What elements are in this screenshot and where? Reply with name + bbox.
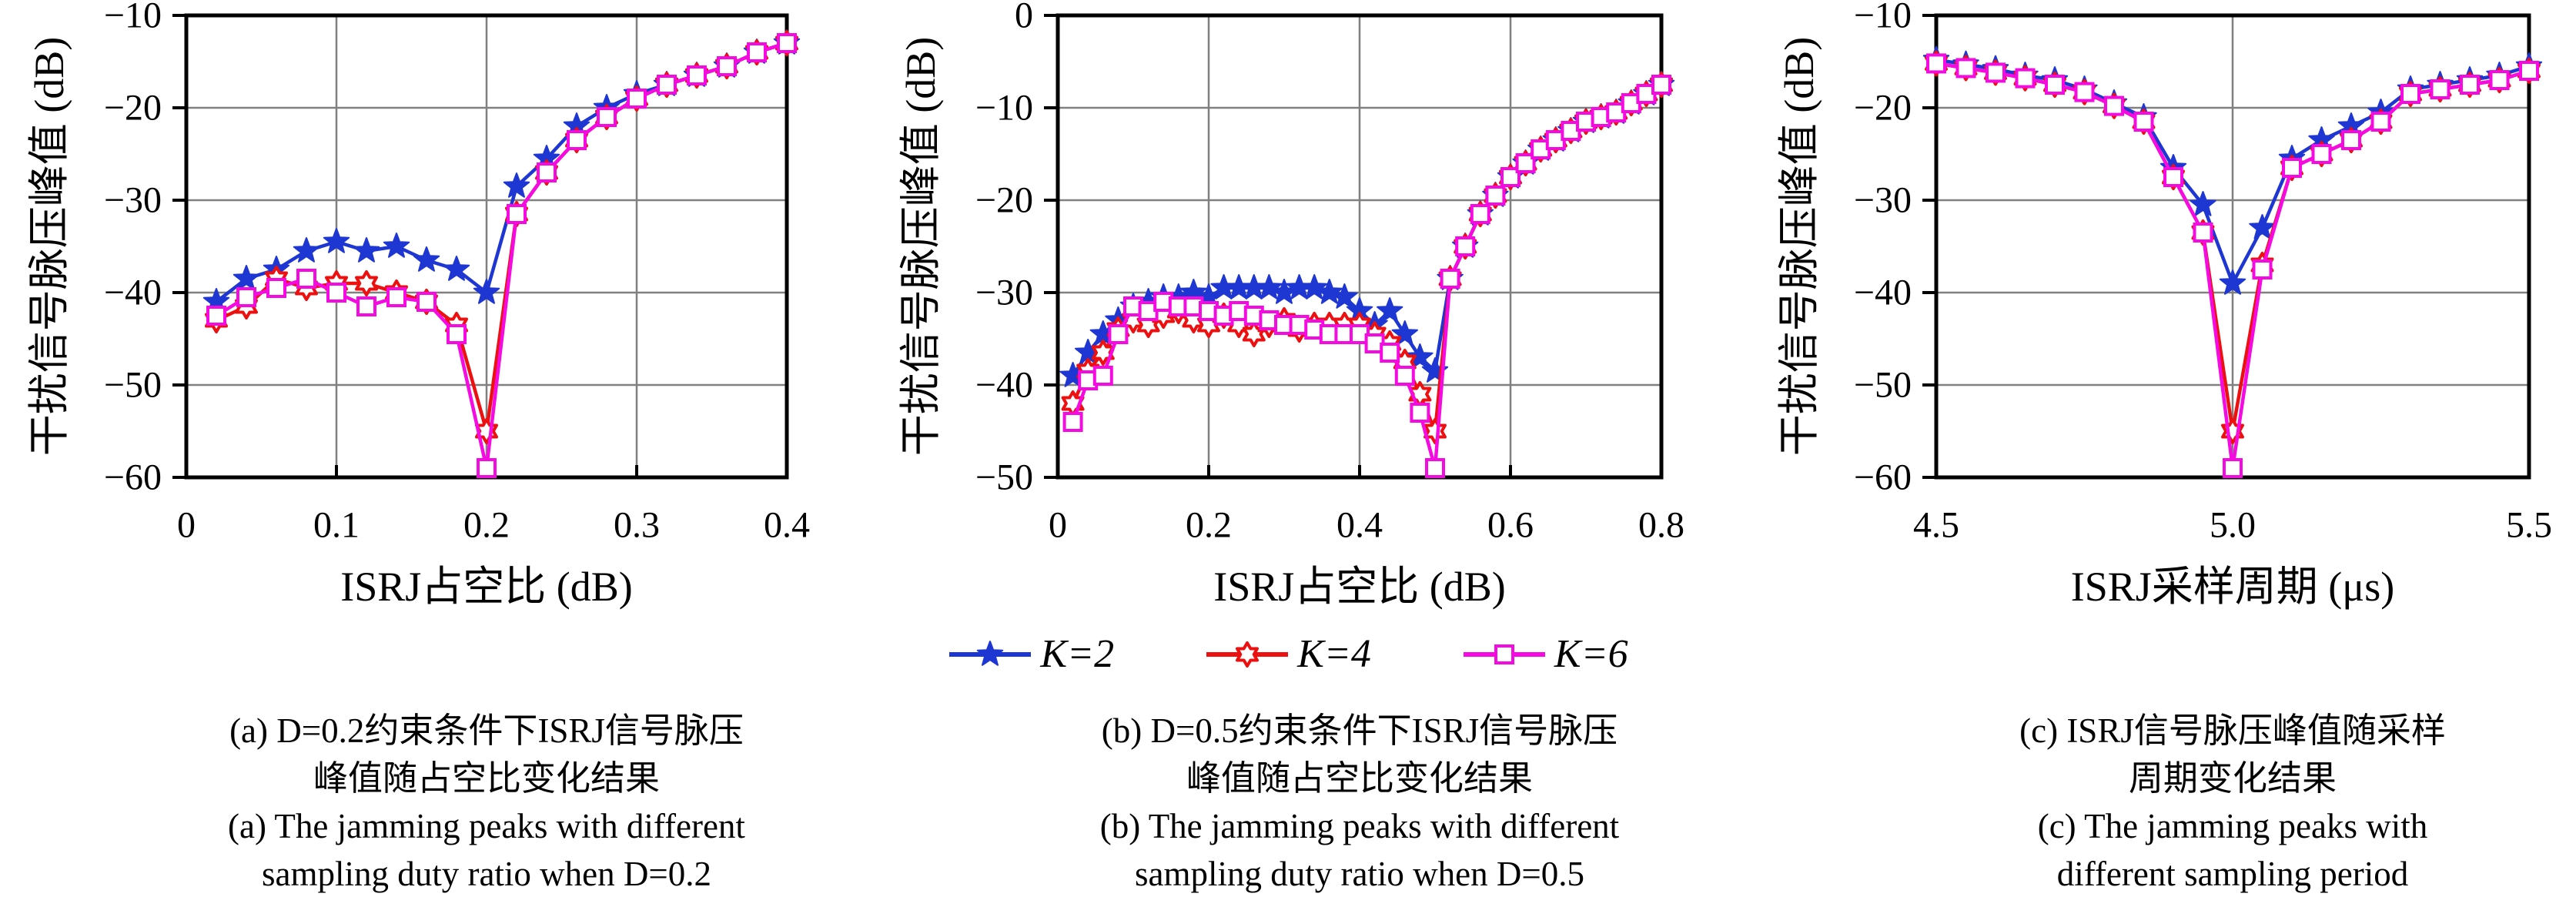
- caption-line: different sampling period: [2056, 855, 2409, 893]
- legend: K=2 K=4 K=6: [0, 634, 2576, 674]
- svg-text:0: 0: [177, 505, 196, 546]
- svg-text:−30: −30: [1854, 180, 1912, 221]
- svg-text:干扰信号脉压峰值 (dB): 干扰信号脉压峰值 (dB): [26, 37, 72, 456]
- caption-line: 峰值随占空比变化结果: [313, 759, 660, 798]
- svg-text:ISRJ占空比 (dB): ISRJ占空比 (dB): [340, 564, 633, 610]
- caption-a: (a) D=0.2约束条件下ISRJ信号脉压 峰值随占空比变化结果 (a) Th…: [102, 707, 871, 898]
- caption-line: (b) The jamming peaks with different: [1099, 807, 1620, 845]
- caption-line: sampling duty ratio when D=0.2: [261, 855, 712, 893]
- svg-text:0.8: 0.8: [1638, 505, 1684, 546]
- svg-text:干扰信号脉压峰值 (dB): 干扰信号脉压峰值 (dB): [898, 37, 944, 456]
- svg-text:−60: −60: [1854, 457, 1912, 498]
- caption-line: (c) ISRJ信号脉压峰值随采样: [2019, 711, 2446, 750]
- svg-text:0: 0: [1015, 0, 1033, 36]
- caption-line: (b) D=0.5约束条件下ISRJ信号脉压: [1101, 711, 1618, 750]
- svg-text:−50: −50: [1854, 365, 1912, 406]
- svg-text:0.2: 0.2: [463, 505, 510, 546]
- svg-text:5.0: 5.0: [2210, 505, 2256, 546]
- svg-text:−30: −30: [975, 273, 1033, 313]
- caption-line: (a) D=0.2约束条件下ISRJ信号脉压: [229, 711, 744, 750]
- legend-marker-star6-icon: [1206, 641, 1289, 668]
- caption-line: sampling duty ratio when D=0.5: [1134, 855, 1585, 893]
- svg-text:−50: −50: [104, 365, 162, 406]
- svg-text:−40: −40: [104, 273, 162, 313]
- legend-item-k4: K=4: [1205, 634, 1371, 674]
- svg-text:0.4: 0.4: [1337, 505, 1383, 546]
- svg-text:0: 0: [1049, 505, 1067, 546]
- svg-text:−40: −40: [1854, 273, 1912, 313]
- svg-text:−20: −20: [975, 180, 1033, 221]
- svg-text:−10: −10: [104, 0, 162, 36]
- svg-text:4.5: 4.5: [1913, 505, 1959, 546]
- svg-text:0.1: 0.1: [313, 505, 360, 546]
- legend-label: K=6: [1554, 632, 1628, 676]
- caption-line: 峰值随占空比变化结果: [1186, 759, 1533, 798]
- legend-label: K=2: [1040, 632, 1115, 676]
- legend-marker-star5-icon: [949, 641, 1032, 666]
- svg-text:ISRJ占空比 (dB): ISRJ占空比 (dB): [1213, 564, 1506, 610]
- svg-text:−50: −50: [975, 457, 1033, 498]
- caption-line: (c) The jamming peaks with: [2037, 807, 2428, 845]
- charts-canvas: 0 0.1 0.2 0.3 0.4 −10 −20 −30 −40 −50 −60 ISRJ占空比 (…: [26, 0, 2552, 610]
- svg-text:0.6: 0.6: [1487, 505, 1534, 546]
- legend-marker-square-icon: [1463, 644, 1545, 664]
- svg-text:干扰信号脉压峰值 (dB): 干扰信号脉压峰值 (dB): [1776, 37, 1822, 456]
- caption-line: (a) The jamming peaks with different: [228, 807, 745, 845]
- svg-text:−20: −20: [1854, 88, 1912, 129]
- svg-text:−40: −40: [975, 365, 1033, 406]
- svg-text:−10: −10: [1854, 0, 1912, 36]
- chart-a: 0 0.1 0.2 0.3 0.4 −10 −20 −30 −40 −50 −60 ISRJ占空比 (…: [26, 0, 810, 610]
- svg-text:ISRJ采样周期 (μs): ISRJ采样周期 (μs): [2071, 564, 2394, 610]
- chart-b: 0 0.2 0.4 0.6 0.8 0 −10 −20 −30 −40 −50 ISRJ占空比 (dB…: [898, 0, 1684, 610]
- legend-item-k2: K=2: [948, 634, 1114, 674]
- caption-c: (c) ISRJ信号脉压峰值随采样 周期变化结果 (c) The jamming…: [1848, 707, 2576, 898]
- svg-text:5.5: 5.5: [2506, 505, 2552, 546]
- caption-b: (b) D=0.5约束条件下ISRJ信号脉压 峰值随占空比变化结果 (b) Th…: [975, 707, 1745, 898]
- svg-text:−30: −30: [104, 180, 162, 221]
- svg-text:0.2: 0.2: [1186, 505, 1232, 546]
- legend-item-k6: K=6: [1462, 634, 1628, 674]
- legend-label: K=4: [1297, 632, 1371, 676]
- chart-c: 4.5 5.0 5.5 −10 −20 −30 −40 −50 −60 ISRJ采样周期 (μs)…: [1776, 0, 2552, 610]
- svg-text:−20: −20: [104, 88, 162, 129]
- svg-text:−10: −10: [975, 88, 1033, 129]
- svg-text:0.4: 0.4: [764, 505, 810, 546]
- svg-text:−60: −60: [104, 457, 162, 498]
- svg-text:0.3: 0.3: [614, 505, 660, 546]
- caption-line: 周期变化结果: [2128, 759, 2337, 798]
